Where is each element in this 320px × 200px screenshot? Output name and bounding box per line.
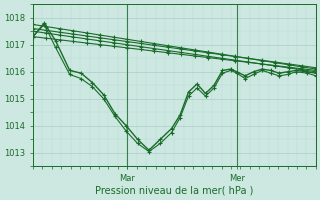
X-axis label: Pression niveau de la mer( hPa ): Pression niveau de la mer( hPa ) <box>95 186 253 196</box>
